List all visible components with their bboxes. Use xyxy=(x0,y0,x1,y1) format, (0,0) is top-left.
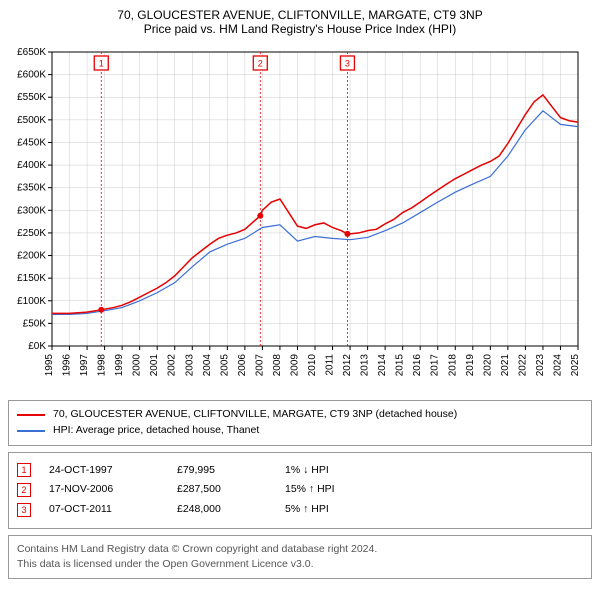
events-table: 1 24-OCT-1997 £79,995 1% ↓ HPI 2 17-NOV-… xyxy=(8,452,592,530)
attribution-footer: Contains HM Land Registry data © Crown c… xyxy=(8,535,592,578)
svg-text:2008: 2008 xyxy=(272,354,283,377)
svg-text:2006: 2006 xyxy=(237,354,248,377)
svg-text:2004: 2004 xyxy=(202,354,213,377)
svg-text:£0K: £0K xyxy=(28,341,46,352)
legend-label: HPI: Average price, detached house, Than… xyxy=(53,423,259,439)
legend-item: 70, GLOUCESTER AVENUE, CLIFTONVILLE, MAR… xyxy=(17,407,583,423)
svg-text:2021: 2021 xyxy=(500,354,511,377)
svg-text:2001: 2001 xyxy=(149,354,160,377)
event-date: 24-OCT-1997 xyxy=(49,461,159,481)
svg-text:2015: 2015 xyxy=(395,354,406,377)
svg-text:£400K: £400K xyxy=(17,160,46,171)
svg-text:2: 2 xyxy=(258,59,263,69)
svg-text:3: 3 xyxy=(345,59,350,69)
svg-text:1997: 1997 xyxy=(79,354,90,377)
event-date: 07-OCT-2011 xyxy=(49,500,159,520)
svg-text:2022: 2022 xyxy=(517,354,528,377)
svg-text:2019: 2019 xyxy=(465,354,476,377)
event-marker-icon: 2 xyxy=(17,483,31,497)
event-price: £287,500 xyxy=(177,480,267,500)
svg-text:£150K: £150K xyxy=(17,273,46,284)
svg-text:2020: 2020 xyxy=(482,354,493,377)
chart-title-line1: 70, GLOUCESTER AVENUE, CLIFTONVILLE, MAR… xyxy=(8,8,592,22)
svg-text:2025: 2025 xyxy=(570,354,581,377)
svg-text:2013: 2013 xyxy=(360,354,371,377)
svg-text:1999: 1999 xyxy=(114,354,125,377)
svg-text:2023: 2023 xyxy=(535,354,546,377)
svg-text:£650K: £650K xyxy=(17,47,46,58)
svg-text:2024: 2024 xyxy=(552,354,563,377)
svg-text:2011: 2011 xyxy=(325,354,336,376)
svg-text:£500K: £500K xyxy=(17,115,46,126)
svg-text:£350K: £350K xyxy=(17,183,46,194)
svg-text:2000: 2000 xyxy=(132,354,143,377)
event-marker-icon: 3 xyxy=(17,503,31,517)
svg-text:1996: 1996 xyxy=(62,354,73,377)
svg-text:2002: 2002 xyxy=(167,354,178,377)
svg-text:2012: 2012 xyxy=(342,354,353,377)
event-delta: 1% ↓ HPI xyxy=(285,461,385,481)
svg-text:2014: 2014 xyxy=(377,354,388,377)
event-row: 1 24-OCT-1997 £79,995 1% ↓ HPI xyxy=(17,461,583,481)
svg-text:2005: 2005 xyxy=(219,354,230,377)
svg-text:2003: 2003 xyxy=(184,354,195,377)
event-marker-icon: 1 xyxy=(17,463,31,477)
svg-text:2018: 2018 xyxy=(447,354,458,377)
svg-text:£300K: £300K xyxy=(17,205,46,216)
event-date: 17-NOV-2006 xyxy=(49,480,159,500)
svg-text:1998: 1998 xyxy=(97,354,108,377)
event-row: 2 17-NOV-2006 £287,500 15% ↑ HPI xyxy=(17,480,583,500)
svg-text:£200K: £200K xyxy=(17,251,46,262)
svg-text:£600K: £600K xyxy=(17,70,46,81)
chart-legend: 70, GLOUCESTER AVENUE, CLIFTONVILLE, MAR… xyxy=(8,400,592,446)
svg-text:£450K: £450K xyxy=(17,137,46,148)
legend-label: 70, GLOUCESTER AVENUE, CLIFTONVILLE, MAR… xyxy=(53,407,457,423)
svg-text:2007: 2007 xyxy=(254,354,265,377)
svg-text:2017: 2017 xyxy=(430,354,441,377)
svg-text:2009: 2009 xyxy=(289,354,300,377)
svg-text:£550K: £550K xyxy=(17,92,46,103)
legend-swatch xyxy=(17,430,45,432)
event-price: £248,000 xyxy=(177,500,267,520)
legend-swatch xyxy=(17,414,45,416)
svg-text:£100K: £100K xyxy=(17,296,46,307)
event-row: 3 07-OCT-2011 £248,000 5% ↑ HPI xyxy=(17,500,583,520)
chart-title-line2: Price paid vs. HM Land Registry's House … xyxy=(8,22,592,36)
chart-svg: £0K £50K £100K £150K £200K £250K £300K £350K £40… xyxy=(8,42,592,392)
event-delta: 15% ↑ HPI xyxy=(285,480,385,500)
svg-text:£250K: £250K xyxy=(17,228,46,239)
legend-item: HPI: Average price, detached house, Than… xyxy=(17,423,583,439)
svg-text:1: 1 xyxy=(99,59,104,69)
svg-text:1995: 1995 xyxy=(44,354,55,377)
svg-text:2016: 2016 xyxy=(412,354,423,377)
footer-line: This data is licensed under the Open Gov… xyxy=(17,557,583,572)
chart-title-block: 70, GLOUCESTER AVENUE, CLIFTONVILLE, MAR… xyxy=(8,8,592,36)
event-price: £79,995 xyxy=(177,461,267,481)
event-delta: 5% ↑ HPI xyxy=(285,500,385,520)
price-chart: £0K £50K £100K £150K £200K £250K £300K £350K £40… xyxy=(8,42,592,392)
svg-text:2010: 2010 xyxy=(307,354,318,377)
footer-line: Contains HM Land Registry data © Crown c… xyxy=(17,542,583,557)
svg-text:£50K: £50K xyxy=(23,318,47,329)
